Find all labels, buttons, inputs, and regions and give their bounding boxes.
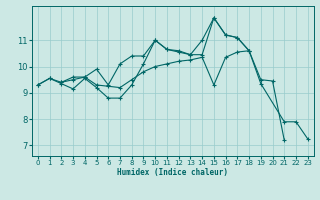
X-axis label: Humidex (Indice chaleur): Humidex (Indice chaleur) bbox=[117, 168, 228, 177]
